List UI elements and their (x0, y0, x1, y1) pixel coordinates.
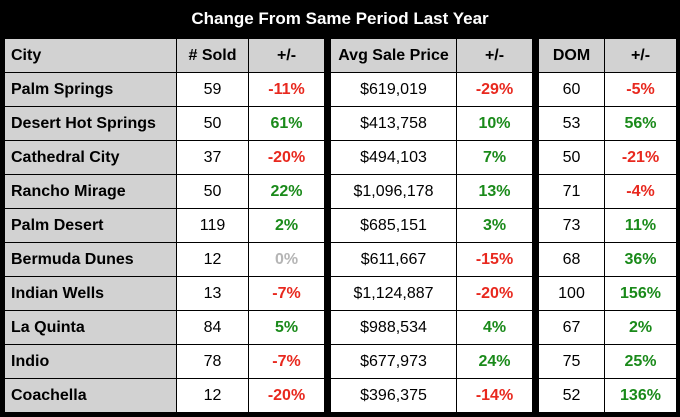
sold-change-cell: -20% (248, 140, 325, 175)
avg-price-cell: $677,973 (330, 344, 457, 379)
dom-cell: 53 (538, 106, 605, 141)
sold-cell: 37 (176, 140, 249, 175)
sold-cell: 50 (176, 106, 249, 141)
dom-cell: 50 (538, 140, 605, 175)
city-cell: Palm Springs (4, 72, 177, 107)
city-cell: La Quinta (4, 310, 177, 345)
header-row: City # Sold +/- Avg Sale Price +/- DOM +… (4, 38, 677, 73)
header-dom: DOM (538, 38, 605, 73)
dom-change-cell: -4% (604, 174, 677, 209)
avg-price-cell: $494,103 (330, 140, 457, 175)
table-row: La Quinta 84 5% $988,534 4% 67 2% (4, 310, 677, 345)
avg-price-cell: $1,124,887 (330, 276, 457, 311)
avg-price-cell: $413,758 (330, 106, 457, 141)
sold-cell: 50 (176, 174, 249, 209)
city-cell: Cathedral City (4, 140, 177, 175)
table-row: Palm Springs 59 -11% $619,019 -29% 60 -5% (4, 72, 677, 107)
city-cell: Coachella (4, 378, 177, 413)
dom-change-cell: -21% (604, 140, 677, 175)
market-stats-table: City # Sold +/- Avg Sale Price +/- DOM +… (4, 38, 677, 413)
dom-cell: 67 (538, 310, 605, 345)
price-change-cell: -14% (456, 378, 533, 413)
avg-price-cell: $396,375 (330, 378, 457, 413)
price-change-cell: -15% (456, 242, 533, 277)
dom-cell: 73 (538, 208, 605, 243)
dom-cell: 75 (538, 344, 605, 379)
dom-cell: 68 (538, 242, 605, 277)
header-price-change: +/- (456, 38, 533, 73)
table-row: Indio 78 -7% $677,973 24% 75 25% (4, 344, 677, 379)
sold-change-cell: 5% (248, 310, 325, 345)
sold-change-cell: 2% (248, 208, 325, 243)
sold-change-cell: 22% (248, 174, 325, 209)
dom-change-cell: 2% (604, 310, 677, 345)
city-cell: Desert Hot Springs (4, 106, 177, 141)
avg-price-cell: $685,151 (330, 208, 457, 243)
dom-change-cell: -5% (604, 72, 677, 107)
dom-change-cell: 56% (604, 106, 677, 141)
sold-change-cell: -11% (248, 72, 325, 107)
sold-change-cell: -7% (248, 344, 325, 379)
dom-cell: 71 (538, 174, 605, 209)
city-cell: Rancho Mirage (4, 174, 177, 209)
price-change-cell: 13% (456, 174, 533, 209)
city-cell: Indio (4, 344, 177, 379)
header-city: City (4, 38, 177, 73)
sold-cell: 12 (176, 378, 249, 413)
avg-price-cell: $1,096,178 (330, 174, 457, 209)
city-cell: Palm Desert (4, 208, 177, 243)
price-change-cell: 3% (456, 208, 533, 243)
table-row: Cathedral City 37 -20% $494,103 7% 50 -21% (4, 140, 677, 175)
sold-cell: 84 (176, 310, 249, 345)
price-change-cell: 7% (456, 140, 533, 175)
price-change-cell: -29% (456, 72, 533, 107)
dom-change-cell: 36% (604, 242, 677, 277)
dom-cell: 100 (538, 276, 605, 311)
price-change-cell: 4% (456, 310, 533, 345)
sold-cell: 78 (176, 344, 249, 379)
avg-price-cell: $619,019 (330, 72, 457, 107)
dom-change-cell: 25% (604, 344, 677, 379)
sold-change-cell: 0% (248, 242, 325, 277)
avg-price-cell: $611,667 (330, 242, 457, 277)
sold-change-cell: -7% (248, 276, 325, 311)
header-sold-change: +/- (248, 38, 325, 73)
price-change-cell: 24% (456, 344, 533, 379)
table-row: Bermuda Dunes 12 0% $611,667 -15% 68 36% (4, 242, 677, 277)
dom-cell: 60 (538, 72, 605, 107)
dom-cell: 52 (538, 378, 605, 413)
price-change-cell: 10% (456, 106, 533, 141)
table-row: Indian Wells 13 -7% $1,124,887 -20% 100 156% (4, 276, 677, 311)
sold-cell: 13 (176, 276, 249, 311)
header-dom-change: +/- (604, 38, 677, 73)
dom-change-cell: 136% (604, 378, 677, 413)
sold-cell: 59 (176, 72, 249, 107)
table-row: Palm Desert 119 2% $685,151 3% 73 11% (4, 208, 677, 243)
header-sold: # Sold (176, 38, 249, 73)
avg-price-cell: $988,534 (330, 310, 457, 345)
sold-change-cell: 61% (248, 106, 325, 141)
dom-change-cell: 156% (604, 276, 677, 311)
sold-change-cell: -20% (248, 378, 325, 413)
sold-cell: 12 (176, 242, 249, 277)
price-change-cell: -20% (456, 276, 533, 311)
table-row: Rancho Mirage 50 22% $1,096,178 13% 71 -4% (4, 174, 677, 209)
city-cell: Bermuda Dunes (4, 242, 177, 277)
header-avg-price: Avg Sale Price (330, 38, 457, 73)
sold-cell: 119 (176, 208, 249, 243)
table-row: Desert Hot Springs 50 61% $413,758 10% 53 56% (4, 106, 677, 141)
table-title: Change From Same Period Last Year (191, 9, 489, 28)
city-cell: Indian Wells (4, 276, 177, 311)
table-row: Coachella 12 -20% $396,375 -14% 52 136% (4, 378, 677, 413)
dom-change-cell: 11% (604, 208, 677, 243)
